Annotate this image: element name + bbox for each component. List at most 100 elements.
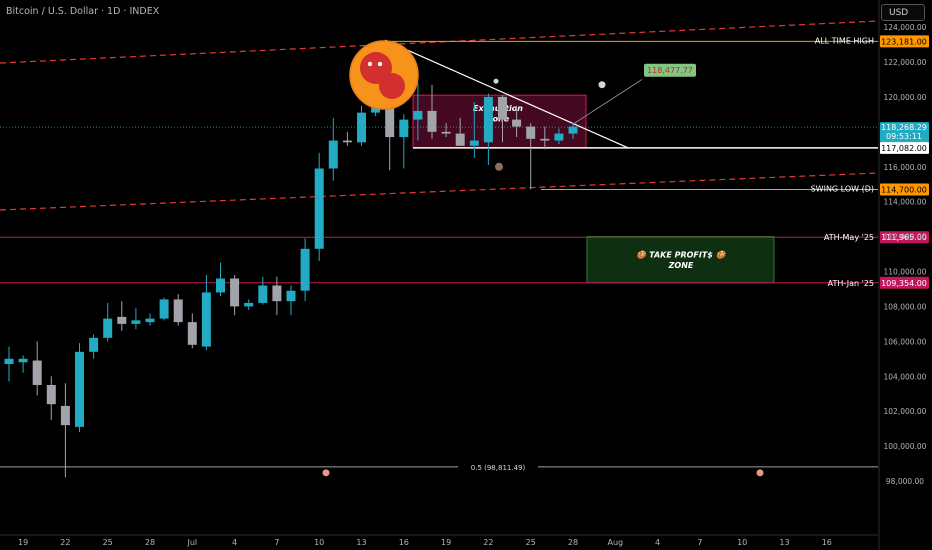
x-tick-label: 7 [274, 538, 279, 547]
candle-body [385, 98, 395, 138]
candle-body [230, 278, 240, 307]
candle-body [272, 285, 282, 302]
candle[interactable] [4, 346, 14, 382]
x-tick-label: 22 [60, 538, 70, 547]
y-tick-label: 108,000.00 [884, 302, 927, 311]
x-tick-label: 7 [697, 538, 702, 547]
candle-body [357, 112, 366, 143]
fib-label-bg [458, 461, 538, 472]
candle-body [89, 337, 99, 352]
candle[interactable] [357, 105, 366, 146]
candle[interactable] [230, 274, 240, 316]
exhaustion-zone-label: Zone [486, 114, 510, 123]
candle[interactable] [187, 313, 197, 349]
marker-icon [495, 162, 503, 171]
candle-body [46, 384, 56, 405]
candle[interactable] [75, 343, 84, 433]
candle[interactable] [173, 294, 183, 326]
x-tick-label: 4 [655, 538, 660, 547]
price-tag [880, 183, 929, 196]
candle[interactable] [258, 276, 268, 305]
candle[interactable] [117, 301, 127, 331]
candle[interactable] [300, 238, 310, 302]
level-label: ALL TIME HIGH [815, 36, 874, 45]
candle[interactable] [568, 123, 578, 139]
x-tick-label: 25 [103, 538, 113, 547]
price-tag-label: 109,354.00 [881, 279, 927, 288]
y-tick-label: 100,000.00 [884, 442, 927, 451]
y-tick-label: 124,000.00 [884, 23, 927, 32]
candle[interactable] [60, 383, 70, 478]
candle[interactable] [286, 285, 296, 316]
candle-body [441, 131, 451, 134]
y-tick-label: 106,000.00 [884, 337, 927, 346]
candle-body [427, 110, 437, 132]
candle[interactable] [103, 302, 113, 342]
candle[interactable] [314, 152, 324, 262]
y-tick-label: 104,000.00 [884, 372, 927, 381]
price-tag-label: 123,181.00 [881, 37, 927, 46]
candle[interactable] [554, 128, 564, 145]
candle[interactable] [18, 355, 28, 373]
candle-body [568, 126, 578, 134]
candle-body [103, 318, 113, 338]
event-marker[interactable] [322, 469, 330, 477]
candle[interactable] [441, 123, 451, 138]
candle-body [258, 285, 268, 303]
candle[interactable] [244, 299, 254, 310]
candle[interactable] [328, 117, 338, 181]
candle[interactable] [32, 341, 42, 396]
candle[interactable] [131, 308, 141, 330]
candle[interactable] [512, 105, 522, 138]
candle-body [216, 278, 225, 293]
candle-body [342, 140, 352, 143]
candle-body [4, 358, 14, 365]
candle-body [554, 133, 564, 141]
candle[interactable] [526, 123, 536, 190]
candle[interactable] [469, 102, 479, 159]
x-tick-label: 10 [314, 538, 324, 547]
candle[interactable] [413, 82, 423, 141]
candle[interactable] [272, 276, 282, 316]
y-tick-label: 114,000.00 [884, 198, 927, 207]
currency-button[interactable]: USD [881, 4, 925, 21]
current-price-label: 118,268.29 [881, 123, 927, 132]
candle-body [455, 133, 465, 146]
current-price-tag [880, 122, 929, 143]
candle-body [159, 299, 169, 319]
candle-body [244, 302, 254, 307]
candle-body [413, 110, 423, 120]
candle[interactable] [399, 114, 409, 169]
x-tick-label: 4 [232, 538, 237, 547]
x-tick-label: 19 [441, 538, 451, 547]
candle[interactable] [385, 98, 395, 171]
marker-icon [598, 81, 606, 89]
candle[interactable] [201, 274, 211, 351]
candle[interactable] [455, 117, 465, 146]
x-tick-label: 16 [822, 538, 832, 547]
candle[interactable] [540, 126, 550, 150]
price-tag-label: 117,082.00 [881, 144, 927, 153]
candle[interactable] [216, 262, 225, 296]
price-tag [880, 141, 929, 154]
candle[interactable] [159, 297, 169, 321]
x-tick-label: 13 [779, 538, 789, 547]
candle[interactable] [342, 131, 352, 146]
candle[interactable] [483, 93, 493, 166]
event-marker[interactable] [756, 469, 764, 477]
y-tick-label: 116,000.00 [884, 163, 927, 172]
candle-body [328, 140, 338, 169]
y-tick-label: 110,000.00 [884, 268, 927, 277]
x-tick-label: 25 [526, 538, 536, 547]
candle[interactable] [427, 84, 437, 139]
candle-body [286, 290, 296, 302]
candle[interactable] [46, 376, 56, 420]
candle[interactable] [145, 313, 155, 326]
level-label: SWING LOW (D) [811, 184, 874, 193]
candle-body [18, 358, 28, 363]
fib-level-label: 0.5 (98,811.49) [471, 464, 526, 472]
candle[interactable] [89, 334, 99, 359]
candle[interactable] [498, 95, 507, 143]
candle-body [145, 318, 155, 323]
